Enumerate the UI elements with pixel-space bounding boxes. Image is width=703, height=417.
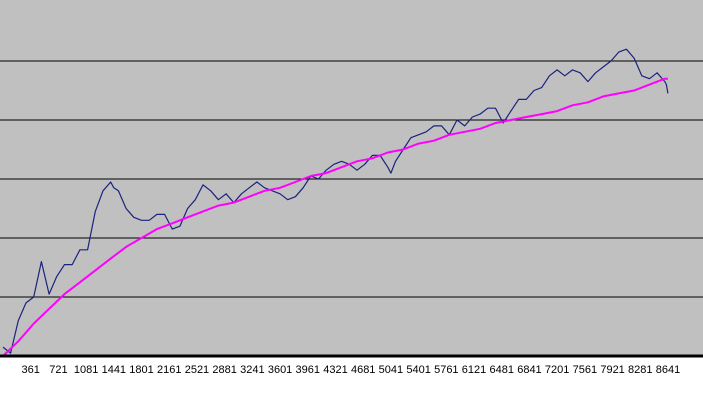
x-tick-label: 5761 — [434, 364, 458, 376]
x-tick-label: 5041 — [379, 364, 403, 376]
x-tick-label: 6841 — [517, 364, 541, 376]
gridlines — [0, 60, 703, 298]
x-tick-label: 6121 — [462, 364, 486, 376]
x-tick-label: 5401 — [406, 364, 430, 376]
series-layer — [2, 48, 669, 357]
x-tick-label: 2161 — [157, 364, 181, 376]
x-tick-label: 721 — [49, 364, 67, 376]
x-tick-label: 1441 — [102, 364, 126, 376]
x-tick-label: 4681 — [351, 364, 375, 376]
series-line-2 — [2, 77, 668, 357]
x-tick-label: 4321 — [323, 364, 347, 376]
x-tick-label: 8281 — [628, 364, 652, 376]
x-tick-label: 2881 — [212, 364, 236, 376]
x-tick-label: 7921 — [600, 364, 624, 376]
x-tick-label: 7561 — [573, 364, 597, 376]
x-tick-label: 361 — [22, 364, 40, 376]
x-tick-label: 8641 — [656, 364, 680, 376]
x-tick-label: 3601 — [268, 364, 292, 376]
x-tick-label: 2521 — [185, 364, 209, 376]
x-tick-label: 3241 — [240, 364, 264, 376]
series-line-1 — [2, 48, 669, 354]
x-tick-label: 1801 — [129, 364, 153, 376]
x-tick-labels: 361 721 1081 1441 1801 2161 2521 2881 3241 3601 39… — [22, 364, 681, 376]
x-tick-label: 1081 — [74, 364, 98, 376]
x-tick-label: 3961 — [296, 364, 320, 376]
x-tick-label: 6481 — [490, 364, 514, 376]
x-tick-label: 7201 — [545, 364, 569, 376]
